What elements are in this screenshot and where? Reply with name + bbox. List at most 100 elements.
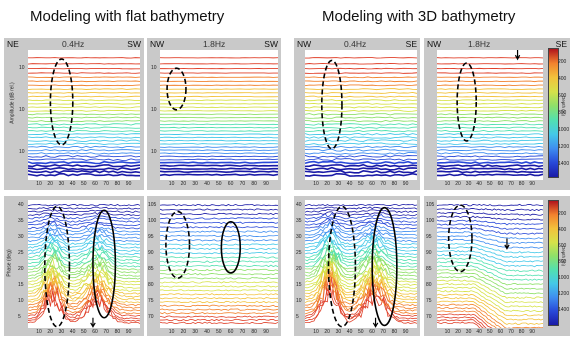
response-curve: [437, 117, 543, 118]
response-curve: [28, 81, 140, 82]
response-curve: [305, 232, 417, 248]
x-tick-label: 80: [251, 329, 257, 335]
x-tick-label: 20: [455, 181, 461, 187]
response-curve: [28, 258, 140, 282]
response-curve: [437, 204, 543, 206]
response-curve: [28, 239, 140, 254]
response-curve: [437, 134, 543, 135]
response-curve: [437, 258, 543, 271]
response-curve: [28, 228, 140, 235]
x-tick-label: 20: [455, 329, 461, 335]
x-tick-label: 90: [529, 329, 535, 335]
response-curve: [305, 117, 417, 118]
response-curve: [28, 212, 140, 216]
annotation-arrow: [373, 318, 377, 327]
response-curve: [160, 290, 278, 291]
response-curve: [160, 282, 278, 284]
x-tick-label: 60: [92, 329, 98, 335]
response-curve: [305, 235, 417, 252]
x-tick-label: 10: [168, 329, 175, 335]
x-tick-label: 60: [227, 329, 234, 335]
response-curve: [160, 269, 278, 270]
response-curve: [28, 217, 140, 222]
y-tick-label: 100: [426, 218, 435, 224]
response-curve: [437, 251, 543, 263]
response-curve: [305, 219, 417, 228]
response-curve: [437, 146, 543, 147]
response-curve: [160, 121, 278, 122]
response-curve: [160, 159, 278, 160]
response-curve: [28, 117, 140, 118]
response-curve: [305, 212, 417, 216]
plot-flat-18hz-amplitude: [160, 50, 278, 180]
response-curve: [28, 121, 140, 122]
x-tick-label: 90: [263, 181, 269, 187]
x-tick-label: 30: [192, 181, 198, 187]
x-tick-label: 30: [465, 181, 472, 187]
response-curve: [437, 137, 543, 138]
response-curve: [305, 85, 417, 86]
response-curve: [160, 117, 278, 118]
x-tick-label: 70: [239, 329, 246, 335]
response-curve: [305, 228, 417, 239]
response-curve: [160, 150, 278, 151]
x-tick-label: 40: [204, 329, 210, 335]
response-curve: [160, 312, 278, 313]
y-tick-label: 5: [18, 314, 21, 320]
response-curve: [160, 124, 278, 125]
response-curve: [160, 114, 278, 115]
x-tick-label: 50: [358, 181, 364, 187]
response-curve: [160, 235, 278, 236]
highlight-ellipse-dashed: [50, 59, 72, 145]
x-tick-label: 10: [444, 329, 451, 335]
x-tick-label: 90: [263, 329, 269, 335]
x-tick-label: 50: [81, 181, 87, 187]
response-curve: [160, 252, 278, 253]
frequency-label: 0.4Hz: [62, 39, 85, 49]
curve-layer: [160, 200, 278, 328]
y-tick-label: 80: [426, 282, 432, 288]
x-tick-label: 60: [497, 181, 504, 187]
frequency-label: 1.8Hz: [468, 39, 491, 49]
response-curve: [305, 149, 417, 151]
annotation-arrow: [515, 50, 519, 59]
response-curve: [28, 146, 140, 148]
response-curve: [28, 268, 140, 294]
curve-layer: [437, 200, 543, 328]
y-tick-label: 10: [19, 149, 25, 155]
response-curve: [305, 222, 417, 235]
y-tick-label: 20: [296, 266, 302, 272]
response-curve: [437, 265, 543, 280]
x-tick-label: 70: [380, 329, 386, 335]
response-curve: [160, 286, 278, 287]
response-curve: [437, 171, 543, 172]
response-curve: [305, 137, 417, 139]
response-curve: [437, 212, 543, 215]
response-curve: [437, 322, 543, 328]
response-curve: [305, 218, 417, 223]
response-curve: [305, 248, 417, 273]
response-curve: [160, 209, 278, 210]
response-curve: [28, 110, 140, 111]
y-tick-label: 40: [296, 202, 302, 208]
response-curve: [437, 165, 543, 167]
response-curve: [28, 140, 140, 141]
annotation-arrow: [91, 318, 95, 327]
response-curve: [160, 319, 278, 320]
response-curve: [28, 137, 140, 138]
response-curve: [305, 207, 417, 209]
highlight-ellipse-dashed: [45, 206, 70, 326]
x-tick-label: 10: [36, 181, 42, 187]
y-axis-label-amplitude: Amplitude (dB rel.): [9, 82, 16, 124]
response-curve: [160, 265, 278, 266]
response-curve: [28, 243, 140, 258]
y-tick-label: 70: [426, 314, 432, 320]
plot-flat-04hz-phase: [28, 200, 140, 328]
plot-flat-04hz-amplitude: [28, 50, 140, 180]
x-tick-label: 70: [239, 181, 246, 187]
response-curve: [160, 204, 278, 205]
response-curve: [160, 244, 278, 246]
response-curve: [305, 100, 417, 101]
colorbar-depth-bottom: [548, 200, 559, 326]
colorbar-depth-top: [548, 48, 559, 178]
